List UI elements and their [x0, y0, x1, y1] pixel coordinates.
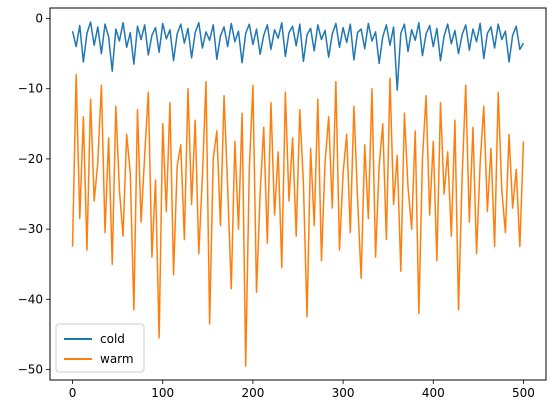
- legend-label-cold: cold: [100, 332, 125, 346]
- y-tick-label: 0: [35, 12, 43, 26]
- y-tick-label: −40: [18, 292, 43, 306]
- y-tick-label: −50: [18, 362, 43, 376]
- y-tick-label: −10: [18, 82, 43, 96]
- x-tick-label: 300: [332, 386, 355, 400]
- plot-area: [49, 7, 547, 381]
- x-tick-label: 100: [151, 386, 174, 400]
- series-line-cold: [71, 21, 525, 91]
- legend: cold warm: [55, 323, 145, 373]
- y-axis: 0 −10 −20 −30 −40 −50: [18, 12, 50, 376]
- x-tick-label: 0: [69, 386, 77, 400]
- x-tick-label: 400: [422, 386, 445, 400]
- axes-frame: [49, 7, 547, 381]
- x-axis: 0 100 200 300 400 500: [69, 380, 535, 400]
- x-tick-label: 200: [241, 386, 264, 400]
- x-tick-label: 500: [512, 386, 535, 400]
- y-tick-label: −30: [18, 222, 43, 236]
- series-line-warm: [71, 73, 525, 367]
- legend-label-warm: warm: [100, 352, 134, 366]
- y-tick-label: −20: [18, 152, 43, 166]
- series-lines: [71, 21, 525, 367]
